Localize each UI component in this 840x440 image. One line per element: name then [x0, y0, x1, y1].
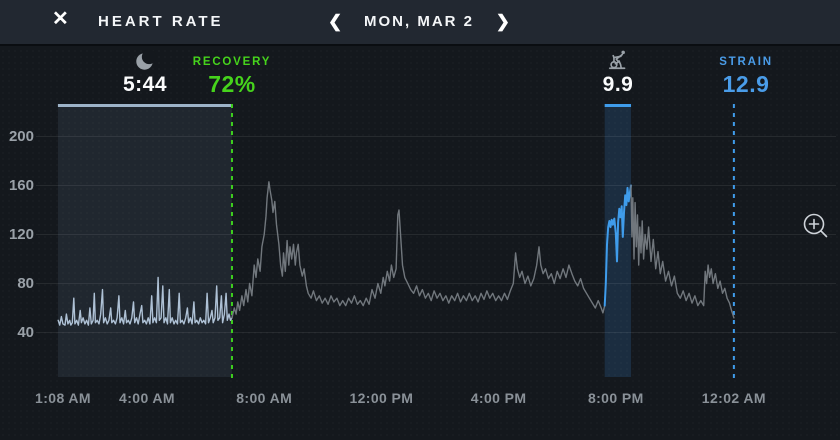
y-axis-label: 200 [8, 127, 34, 145]
y-axis-label: 160 [8, 176, 34, 194]
date-label: MON, MAR 2 [364, 12, 474, 30]
hr-series-sleep [57, 276, 233, 326]
y-axis-label: 40 [17, 323, 34, 341]
zoom-in-button[interactable] [796, 208, 836, 248]
x-axis-label: 12:02 AM [701, 390, 766, 406]
strain-label: STRAIN [719, 56, 773, 68]
date-navigation: ❮ MON, MAR 2 ❯ [326, 0, 512, 42]
bike-icon [603, 48, 634, 72]
x-axis-label: 8:00 PM [587, 390, 644, 406]
chart-plot-area[interactable] [36, 104, 736, 378]
recovery-label: RECOVERY [192, 56, 272, 68]
sleep-band [57, 104, 232, 377]
x-axis-label: 1:08 AM [35, 390, 91, 406]
y-axis-label: 80 [17, 274, 34, 292]
workout-strain-stat: 9.9 [603, 48, 634, 97]
sleep-duration-value: 5:44 [122, 73, 168, 96]
recovery-value: 72% [208, 71, 256, 97]
hr-series-post-workout [630, 184, 735, 319]
hr-series-workout [603, 184, 632, 307]
x-axis-label: 4:00 PM [470, 390, 527, 406]
next-day-button[interactable]: ❯ [495, 11, 510, 31]
recovery-stat: RECOVERY 72% [193, 48, 272, 98]
workout-strain-value: 9.9 [602, 73, 634, 96]
magnifier-plus-icon [803, 213, 828, 237]
y-axis-label: 120 [8, 225, 34, 243]
strain-value: 12.9 [722, 71, 770, 97]
prev-day-button[interactable]: ❮ [328, 11, 343, 31]
page-title: HEART RATE [98, 13, 224, 30]
x-axis-label: 4:00 AM [119, 390, 175, 406]
x-axis-label: 12:00 PM [349, 390, 414, 406]
moon-icon [123, 48, 167, 72]
sleep-duration-stat: 5:44 [123, 48, 167, 97]
x-axis-label: 8:00 AM [236, 390, 293, 406]
close-button[interactable]: ✕ [52, 8, 69, 30]
hr-series-day [231, 181, 606, 319]
strain-stat: STRAIN 12.9 [719, 48, 773, 98]
header-bar: ✕ HEART RATE ❮ MON, MAR 2 ❯ [0, 0, 840, 46]
